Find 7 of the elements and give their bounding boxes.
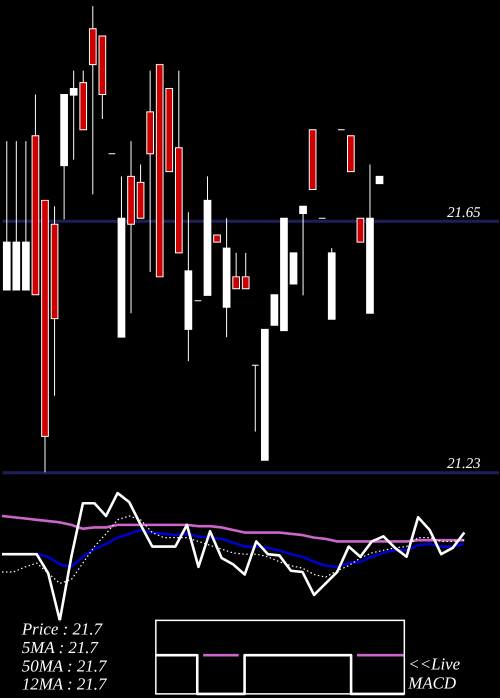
annotation: Price : 21.7 (20, 620, 104, 639)
annotation: 50MA : 21.7 (22, 656, 108, 676)
annotation: <<Live MACD (407, 654, 461, 692)
annotation: 12MA : 21.7 (22, 674, 108, 694)
y-tick-label: 21.65 (447, 204, 482, 221)
y-tick-label: 21.23 (447, 456, 481, 472)
annotation: 5MA : 21.7 (22, 638, 100, 657)
